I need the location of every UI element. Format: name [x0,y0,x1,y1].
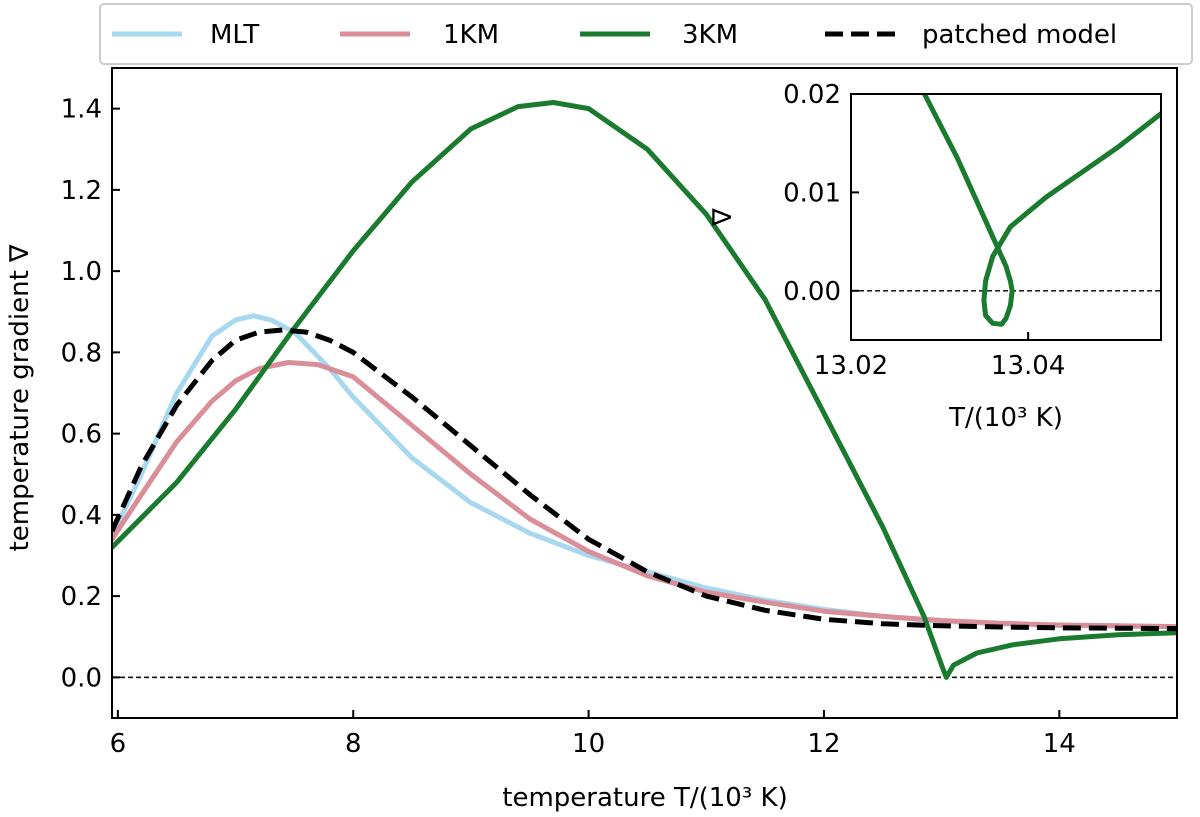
inset-plot: 13.02 13.04 0.00 0.01 0.02 T/(10³ K) ∇ [708,80,1162,433]
main-y-axis-label: temperature gradient ∇ [5,244,35,551]
inset-series-lines [922,94,1161,327]
y-tick-label: 0.01 [783,178,841,208]
series-line-1km [112,360,1177,630]
legend-label-mlt: MLT [210,20,259,50]
y-tick-label: 0.0 [61,663,102,693]
x-tick-label: 8 [345,729,362,759]
y-tick-label: 1.2 [61,176,102,206]
x-tick-label: 6 [110,729,127,759]
series-line-3km-inset [922,94,1161,327]
main-series-lines [112,100,1177,680]
legend-label-patched-model: patched model [922,20,1117,50]
y-tick-label: 0.6 [61,420,102,450]
y-tick-label: 0.00 [783,277,841,307]
main-x-axis-label: temperature T/(10³ K) [502,783,787,813]
x-tick-label: 12 [807,729,840,759]
x-tick-label: 13.04 [991,351,1065,381]
inset-axes-frame [850,93,1162,341]
x-tick-label: 13.02 [814,351,888,381]
main-axes-frame [111,67,1178,719]
main-plot: 6 8 10 12 14 0.0 0.2 0.4 0.6 0.8 1.0 1.2 1.4 temper… [5,67,1178,813]
x-tick-label: 10 [572,729,605,759]
inset-y-axis-label: ∇ [708,208,738,227]
series-line-3km [112,100,1177,680]
y-tick-label: 1.0 [61,257,102,287]
inset-y-ticks: 0.00 0.01 0.02 [783,80,859,307]
y-tick-label: 0.4 [61,501,102,531]
y-tick-label: 0.2 [61,582,102,612]
y-tick-label: 1.4 [61,95,102,125]
x-tick-label: 14 [1043,729,1076,759]
legend: MLT 1KM 3KM patched model [99,3,1193,65]
series-line-patched-model [112,327,1177,632]
inset-background [851,94,1161,340]
inset-x-ticks: 13.02 13.04 [814,332,1065,381]
y-tick-label: 0.02 [783,80,841,110]
legend-label-1km: 1KM [443,20,499,50]
legend-label-3km: 3KM [682,20,738,50]
y-tick-label: 0.8 [61,338,102,368]
inset-x-axis-label: T/(10³ K) [948,403,1063,433]
main-y-ticks: 0.0 0.2 0.4 0.6 0.8 1.0 1.2 1.4 [61,95,120,693]
main-x-ticks: 6 8 10 12 14 [110,710,1076,759]
